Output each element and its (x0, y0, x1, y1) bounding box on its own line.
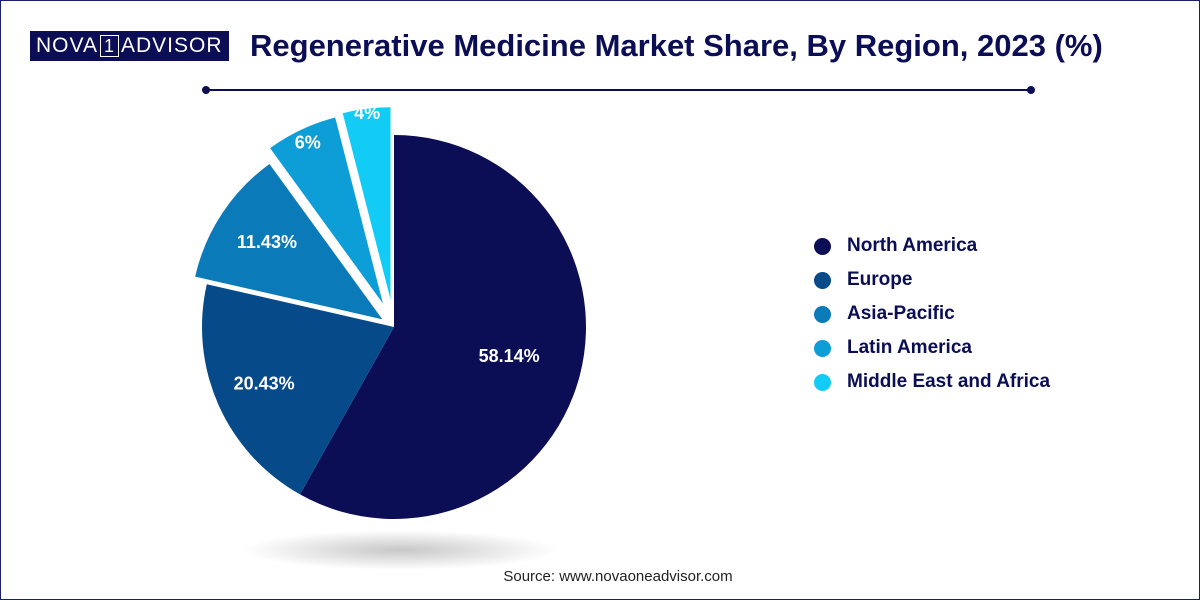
data-label-europe: 20.43% (234, 373, 295, 393)
legend-swatch (814, 237, 831, 255)
legend-item-north-america: North America (814, 234, 1050, 258)
pie-slice-middle-east-and-africa (342, 107, 391, 300)
legend: North America Europe Asia-Pacific Latin Ame… (814, 234, 1050, 394)
brand-logo: NOVA 1 ADVISOR (30, 31, 229, 61)
pie-slice-north-america (300, 135, 586, 519)
legend-swatch (814, 373, 831, 391)
legend-label: North America (847, 235, 978, 256)
legend-item-asia-pacific: Asia-Pacific (814, 302, 1050, 326)
legend-swatch (814, 305, 831, 323)
title-rule-right-dot (1027, 86, 1035, 94)
data-label-asia-pacific: 11.43% (237, 232, 297, 252)
legend-item-latin-america: Latin America (814, 336, 1050, 360)
source-note: Source: www.novaoneadvisor.com (503, 568, 733, 585)
legend-label: Europe (847, 269, 913, 290)
legend-label: Asia-Pacific (847, 303, 955, 324)
chart-title: Regenerative Medicine Market Share, By R… (250, 28, 1103, 63)
title-rule (206, 89, 1032, 91)
pie-slice-latin-america (270, 117, 383, 304)
pie-slice-europe (202, 284, 394, 495)
brand-logo-text-3: ADVISOR (120, 34, 223, 57)
data-label-north-america: 58.14% (479, 346, 540, 366)
pie-slice-asia-pacific (195, 163, 383, 320)
data-label-middle-east-and-africa: 4% (354, 103, 380, 123)
legend-item-europe: Europe (814, 268, 1050, 292)
legend-item-middle-east-and-africa: Middle East and Africa (814, 370, 1050, 394)
legend-label: Middle East and Africa (847, 371, 1051, 392)
brand-logo-text-1: NOVA (36, 34, 98, 57)
legend-swatch (814, 271, 831, 289)
brand-logo-text-2: 1 (99, 35, 119, 57)
legend-swatch (814, 339, 831, 357)
pie-shadow (240, 530, 560, 570)
data-label-latin-america: 6% (295, 132, 321, 152)
legend-label: Latin America (847, 337, 972, 358)
